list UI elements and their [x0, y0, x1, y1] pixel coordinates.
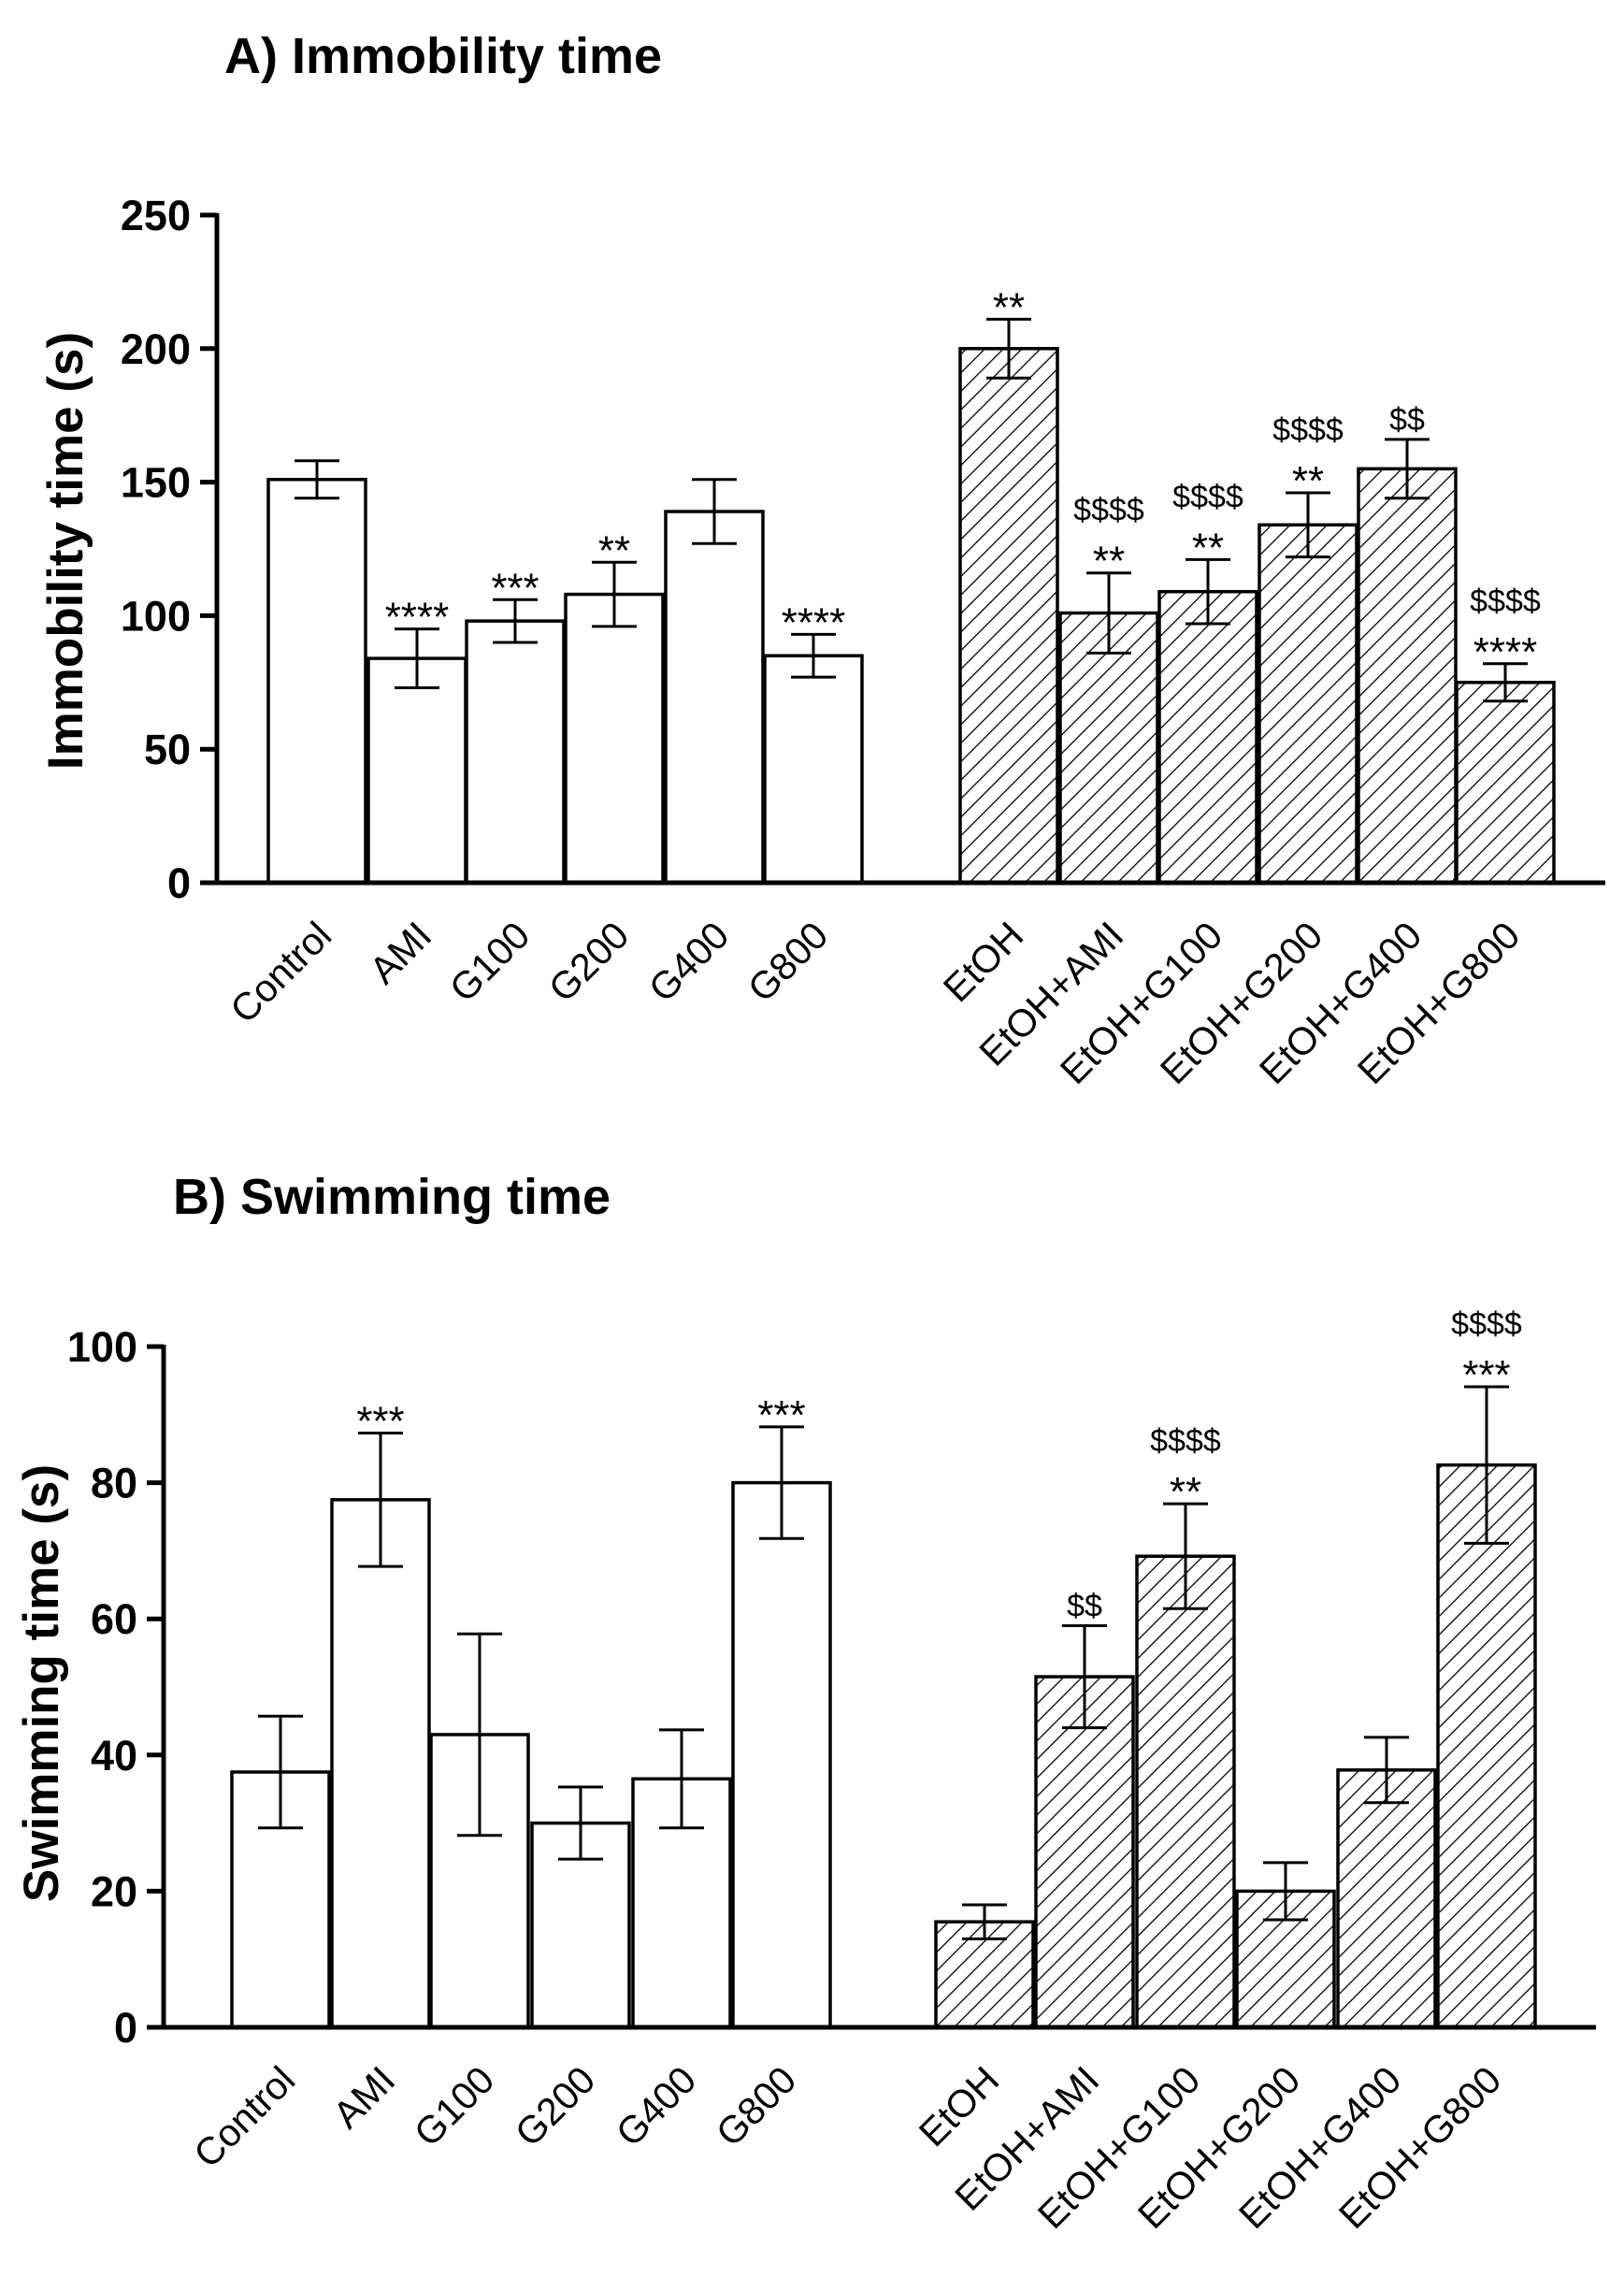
bar-marks: *****************$$$$**$$$$ **$$$$ $$****$…: [266, 284, 1556, 885]
y-tick-label: 60: [91, 1595, 137, 1643]
y-tick-label: 100: [67, 1323, 137, 1371]
bar: [266, 477, 367, 885]
significance-etoh-label: $$: [1067, 1588, 1102, 1623]
bar-marks: *** *** $$ ** $$$$ *** $$$$: [230, 1306, 1537, 2029]
x-tick-label: Control: [222, 914, 339, 1031]
x-tick-label: G400: [608, 2058, 704, 2155]
x-tick-label: G800: [740, 914, 836, 1010]
chart-title: B) Swimming time: [173, 1169, 611, 1225]
bar: [1157, 589, 1258, 885]
significance-etoh-label: $$$$: [1150, 1423, 1221, 1459]
y-tick-label: 80: [91, 1460, 137, 1507]
x-tick-label: G400: [640, 914, 737, 1010]
x-tick-label: Control: [185, 2058, 303, 2176]
y-tick-label: 250: [121, 192, 191, 239]
x-tick-label: AMI: [324, 2058, 403, 2137]
bar: [664, 510, 765, 885]
significance-etoh-label: $$$$: [1172, 479, 1243, 514]
x-tick-label: EtOH: [935, 914, 1031, 1010]
significance-label: ***: [356, 1398, 404, 1444]
bar: [1455, 681, 1556, 885]
x-tick-label: G100: [406, 2058, 502, 2155]
significance-label: ***: [757, 1392, 805, 1438]
x-tick-label: G100: [441, 914, 538, 1010]
y-axis-label: Immobility time (s): [38, 332, 93, 770]
y-axis-label: Swimming time (s): [14, 1464, 69, 1902]
bar: [958, 347, 1059, 885]
bar: [1357, 467, 1458, 885]
significance-label: **: [598, 527, 630, 573]
y-tick-label: 200: [121, 325, 191, 373]
x-tick-label: AMI: [361, 914, 439, 992]
bar: [763, 654, 864, 885]
significance-etoh-label: $$$$: [1451, 1306, 1522, 1342]
significance-label: ****: [385, 595, 450, 641]
y-tick-label: 150: [121, 459, 191, 507]
panel-swimming: B) Swimming time Swimming time (s) *** **…: [14, 1169, 1596, 2237]
bar: [731, 1480, 832, 2029]
x-tick-label: G200: [540, 914, 637, 1010]
significance-label: ****: [782, 599, 846, 645]
y-tick-label: 20: [91, 1867, 137, 1915]
bar: [564, 592, 665, 885]
x-tick-label: EtOH: [911, 2058, 1007, 2155]
bar: [366, 656, 467, 885]
significance-label: **: [1170, 1469, 1201, 1515]
bar: [1436, 1463, 1537, 2029]
significance-label: **: [1292, 458, 1324, 504]
significance-label: **: [1192, 525, 1224, 570]
significance-label: **: [1093, 539, 1125, 584]
significance-etoh-label: $$$$: [1470, 584, 1541, 619]
significance-etoh-label: $$$$: [1073, 493, 1144, 528]
y-tick-label: 40: [91, 1732, 137, 1780]
y-tick-label: 50: [144, 726, 191, 773]
y-tick-label: 100: [121, 592, 191, 640]
bar: [330, 1498, 431, 2029]
significance-label: **: [993, 284, 1025, 330]
significance-label: ***: [491, 565, 539, 611]
y-tick-label: 0: [167, 859, 191, 907]
significance-label: ***: [1462, 1352, 1510, 1398]
panel-immobility: A) Immobility time Immobility time (s) *…: [38, 28, 1605, 1092]
bar: [1336, 1768, 1437, 2029]
x-tick-label: G800: [708, 2058, 804, 2155]
chart-title: A) Immobility time: [224, 28, 662, 84]
bar: [465, 619, 566, 885]
bar: [1034, 1675, 1135, 2029]
x-tick-label: G200: [507, 2058, 603, 2155]
y-tick-label: 0: [114, 2004, 137, 2052]
significance-label: ****: [1473, 629, 1538, 675]
significance-etoh-label: $$: [1389, 402, 1425, 438]
bar: [1135, 1554, 1236, 2029]
significance-etoh-label: $$$$: [1272, 412, 1344, 448]
bar: [1258, 523, 1358, 885]
